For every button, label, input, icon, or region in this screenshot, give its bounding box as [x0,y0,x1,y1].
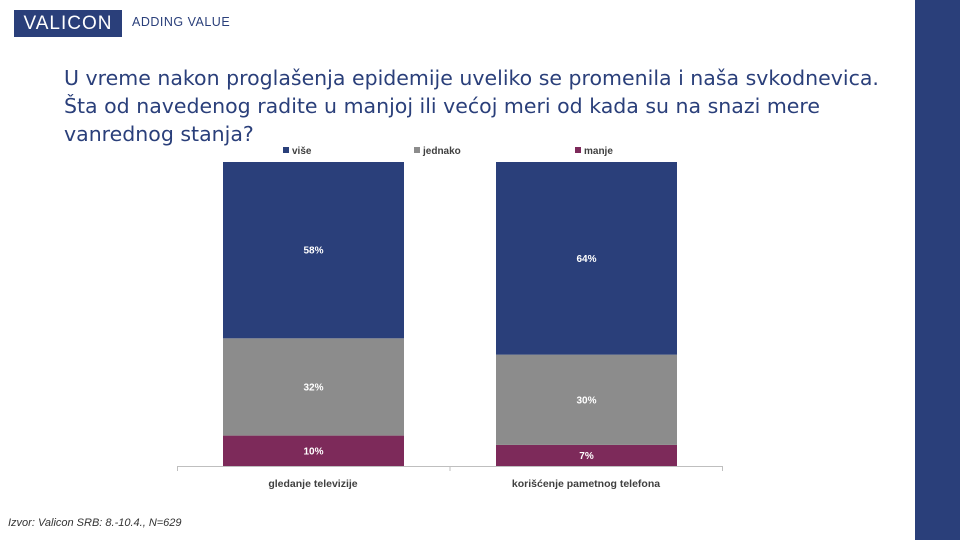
data-label: 10% [303,446,323,457]
data-label: 58% [303,246,323,257]
bar-jednako-1 [223,338,404,436]
data-label: 7% [579,451,594,462]
question-title: U vreme nakon proglašenja epidemije uvel… [64,66,879,146]
legend-label: više [292,146,312,157]
bar-jednako-2 [496,354,677,445]
legend-swatch-jednako [414,147,420,153]
legend-label: jednako [422,146,461,157]
right-accent-bar [915,0,960,540]
bar-vie-1 [223,162,404,339]
tagline: ADDING VALUE [132,15,231,29]
bar-manje-2 [496,444,677,466]
data-label: 64% [576,254,596,265]
legend-swatch-manje [575,147,581,153]
data-label: 30% [576,395,596,406]
valicon-logo: VALICON [14,10,122,37]
source-note: Izvor: Valicon SRB: 8.-10.4., N=629 [8,517,182,529]
x-tick-label: gledanje televizije [268,478,357,490]
data-label: 32% [303,382,323,393]
bar-vie-2 [496,162,677,355]
legend-label: manje [584,146,613,157]
legend-swatch-vie [283,147,289,153]
bar-manje-1 [223,435,404,466]
x-tick-label: korišćenje pametnog telefona [512,478,660,490]
